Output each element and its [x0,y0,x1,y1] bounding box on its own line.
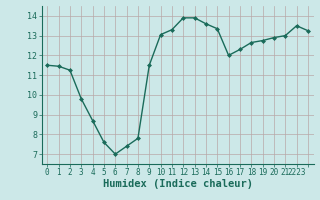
X-axis label: Humidex (Indice chaleur): Humidex (Indice chaleur) [103,179,252,189]
